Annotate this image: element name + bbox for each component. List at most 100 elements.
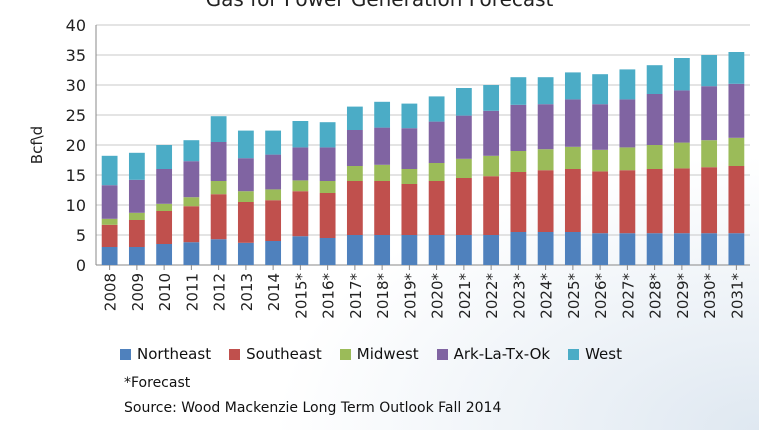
bar-segment (265, 154, 282, 190)
legend-swatch (229, 348, 241, 360)
x-tick-label: 2027* (619, 273, 637, 319)
bar-segment (237, 202, 254, 243)
bar-segment (401, 103, 418, 129)
x-tick-label: 2030* (701, 273, 719, 319)
x-tick-label: 2014 (265, 273, 283, 311)
bar-segment (483, 85, 500, 111)
bar-segment (510, 232, 527, 265)
bar-segment (619, 69, 636, 100)
y-tick-label: 0 (76, 256, 86, 275)
legend-item: Northeast (120, 345, 211, 363)
bar-segment (346, 166, 363, 181)
bar-segment (564, 169, 581, 232)
bar-segment (237, 158, 254, 192)
bar-segment (128, 212, 145, 220)
bar-segment (564, 99, 581, 147)
bar-segment (673, 233, 690, 265)
bar-segment (346, 106, 363, 130)
bar-segment (183, 140, 200, 162)
y-axis-label: Bcf\d (28, 126, 46, 164)
bar-segment (292, 180, 309, 192)
bar-segment (156, 244, 173, 265)
bar-segment (592, 74, 609, 105)
x-tick-label: 2011 (183, 273, 201, 311)
bar-segment (101, 155, 118, 186)
y-tick-label: 15 (66, 166, 86, 185)
bar-segment (319, 122, 336, 148)
x-tick-label: 2026* (592, 273, 610, 319)
bar-segment (401, 169, 418, 184)
bar-segment (537, 104, 554, 150)
bar-segment (101, 218, 118, 225)
chart-title: Gas for Power Generation Forecast (0, 0, 759, 11)
x-tick-label: 2012 (211, 273, 229, 311)
bar-segment (592, 149, 609, 172)
bar-segment (237, 191, 254, 202)
bar-segment (183, 197, 200, 207)
bar-segment (183, 242, 200, 265)
bar-segment (728, 83, 745, 138)
bar-segment (673, 90, 690, 143)
bar-segment (210, 239, 227, 265)
y-tick-label: 30 (66, 76, 86, 95)
bar-segment (510, 104, 527, 151)
y-tick-label: 20 (66, 136, 86, 155)
x-tick-label: 2009 (129, 273, 147, 311)
bar-segment (646, 169, 663, 234)
bar-segment (619, 170, 636, 234)
bar-segment (701, 86, 718, 141)
bar-segment (592, 171, 609, 234)
x-tick-label: 2016* (320, 273, 338, 319)
x-tick-label: 2024* (538, 273, 556, 319)
bar-segment (183, 206, 200, 243)
bar-segment (128, 220, 145, 247)
legend-swatch (339, 348, 351, 360)
bar-segment (128, 179, 145, 213)
bar-segment (292, 147, 309, 181)
legend-swatch (120, 348, 131, 360)
bar-segment (455, 115, 472, 159)
bar-segment (346, 235, 363, 265)
source-note: Source: Wood Mackenzie Long Term Outlook… (124, 400, 502, 416)
bar-segment (428, 121, 445, 163)
bar-segment (401, 235, 418, 265)
x-tick-label: 2028* (647, 273, 665, 319)
bar-segment (701, 140, 718, 168)
legend-swatch (436, 348, 448, 360)
x-tick-label: 2008 (102, 273, 120, 311)
bar-segment (128, 247, 145, 265)
bar-segment (374, 127, 391, 165)
bar-segment (428, 181, 445, 235)
x-tick-label: 2017* (347, 273, 365, 319)
x-tick-label: 2023* (510, 273, 528, 319)
bar-segment (619, 99, 636, 148)
bar-segment (728, 166, 745, 234)
x-tick-label: 2018* (374, 273, 392, 319)
x-tick-label: 2013 (238, 273, 256, 311)
bar-segment (510, 151, 527, 172)
bar-segment (646, 145, 663, 169)
bar-segment (428, 163, 445, 181)
x-tick-label: 2025* (565, 273, 583, 319)
bar-segment (374, 101, 391, 128)
bar-segment (673, 142, 690, 169)
x-tick-label: 2031* (728, 273, 746, 319)
legend-label: Midwest (356, 345, 419, 363)
bar-segment (592, 233, 609, 265)
forecast-note: *Forecast (124, 375, 191, 391)
y-tick-label: 5 (76, 226, 86, 245)
x-tick-label: 2021* (456, 273, 474, 319)
bar-segment (564, 232, 581, 265)
bar-segment (319, 147, 336, 181)
bar-segment (728, 137, 745, 166)
bar-segment (101, 224, 118, 247)
bar-segment (374, 181, 391, 235)
bar-segment (701, 233, 718, 265)
bar-segment (728, 233, 745, 265)
x-tick-label: 2015* (292, 273, 310, 319)
bar-segment (619, 233, 636, 265)
bar-segment (346, 130, 363, 166)
bar-segment (401, 128, 418, 169)
